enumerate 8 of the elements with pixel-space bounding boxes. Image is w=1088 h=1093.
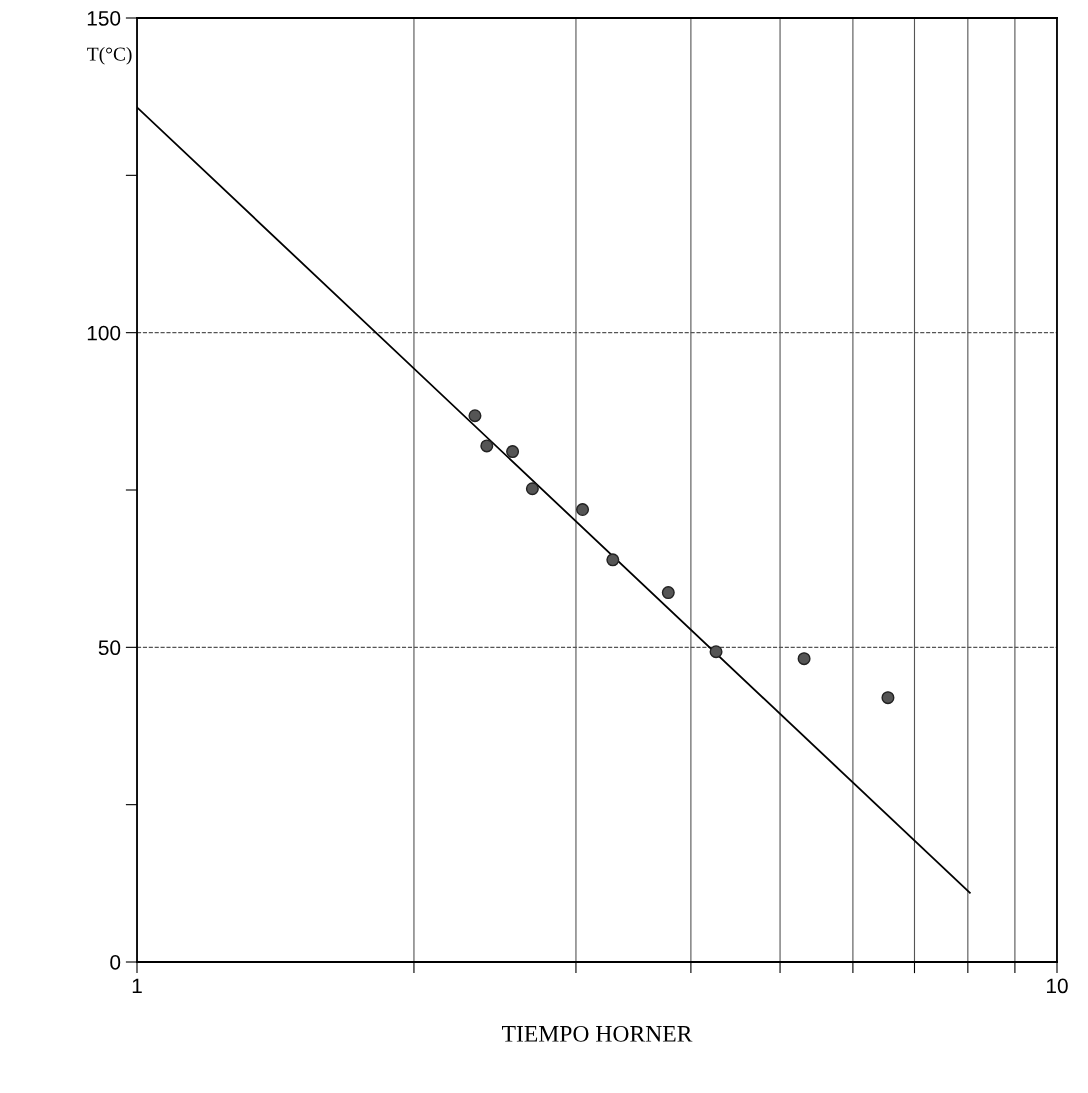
y-axis-title: T(°C)	[87, 46, 132, 65]
x-axis-title: TIEMPO HORNER	[502, 1025, 693, 1042]
y-tick-label: 0	[110, 955, 121, 970]
y-tick-label: 150	[87, 11, 121, 26]
x-tick-label: 10	[1047, 978, 1068, 994]
y-tick-label: 50	[98, 640, 121, 656]
x-tick-label: 1	[132, 978, 142, 994]
y-tick-label: 100	[87, 325, 121, 341]
